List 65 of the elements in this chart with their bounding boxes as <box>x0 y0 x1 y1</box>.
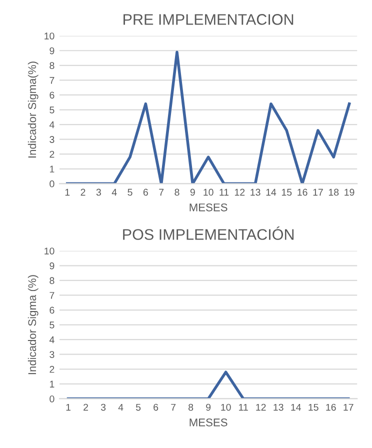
y-tick-label: 6 <box>50 306 54 314</box>
y-tick-label: 2 <box>50 150 54 158</box>
x-tick-label: 19 <box>344 188 354 196</box>
y-tick-label: 8 <box>50 277 54 284</box>
x-tick-label: 11 <box>220 188 229 196</box>
x-tick-label: 4 <box>118 404 124 411</box>
y-tick-label: 3 <box>50 351 54 358</box>
y-tick-label: 1 <box>50 166 54 172</box>
y-tick-label: 10 <box>44 32 54 40</box>
y-tick-label: 4 <box>49 336 54 344</box>
y-tick-label: 5 <box>50 322 54 328</box>
x-tick-label: 2 <box>80 188 86 196</box>
x-tick-label: 1 <box>65 188 70 196</box>
y-tick-label: 6 <box>50 92 54 99</box>
y-tick-label: 5 <box>50 106 54 114</box>
x-tick-label: 17 <box>344 404 354 411</box>
y-axis-title: Indicador Sigma (%) <box>28 275 38 374</box>
chart-title: POS IMPLEMENTACIÓN <box>123 226 294 240</box>
x-tick-label: 14 <box>266 188 276 196</box>
y-tick-label: 7 <box>50 77 54 84</box>
x-tick-label: 2 <box>84 404 88 411</box>
x-tick-label: 6 <box>143 188 148 196</box>
x-tick-label: 12 <box>234 188 245 196</box>
x-tick-label: 13 <box>250 188 260 196</box>
y-tick-label: 8 <box>50 62 54 70</box>
y-tick-label: 2 <box>50 366 54 373</box>
chart-title: PRE IMPLEMENTACION <box>124 14 294 25</box>
x-tick-label: 16 <box>298 188 308 196</box>
x-tick-label: 14 <box>291 404 301 411</box>
x-tick-label: 9 <box>206 404 211 411</box>
line-series <box>66 50 351 184</box>
y-tick-label: 7 <box>50 292 54 299</box>
y-tick-label: 10 <box>44 248 54 254</box>
x-tick-label: 3 <box>100 404 106 411</box>
x-tick-label: 5 <box>136 404 141 411</box>
x-tick-label: 16 <box>326 404 336 411</box>
y-axis-title: Indicador Sigma(%) <box>28 62 38 158</box>
y-tick-label: 0 <box>50 395 54 402</box>
x-tick-label: 17 <box>313 188 323 196</box>
x-tick-label: 1 <box>66 404 70 411</box>
x-axis-title: MESES <box>190 203 228 212</box>
x-tick-label: 7 <box>159 188 164 196</box>
y-tick-label: 1 <box>50 380 54 388</box>
x-tick-label: 8 <box>174 188 180 196</box>
x-tick-label: 5 <box>128 188 132 196</box>
x-tick-label: 15 <box>282 188 292 196</box>
x-tick-label: 9 <box>190 188 195 196</box>
x-tick-label: 13 <box>274 404 284 411</box>
x-axis-title: MESES <box>190 418 228 426</box>
x-tick-label: 11 <box>239 404 248 411</box>
x-tick-label: 10 <box>221 404 231 411</box>
x-tick-label: 6 <box>154 404 158 411</box>
x-tick-label: 8 <box>188 404 194 411</box>
x-tick-label: 4 <box>112 188 117 196</box>
y-tick-label: 4 <box>49 121 54 128</box>
y-tick-label: 0 <box>50 180 54 188</box>
x-tick-label: 10 <box>204 188 214 196</box>
x-tick-label: 3 <box>96 188 101 196</box>
x-tick-label: 12 <box>256 404 266 411</box>
y-tick-label: 9 <box>50 262 54 270</box>
x-tick-label: 7 <box>171 404 176 411</box>
x-tick-label: 18 <box>328 188 339 196</box>
y-tick-label: 3 <box>50 136 54 143</box>
y-tick-label: 9 <box>50 47 54 54</box>
x-tick-label: 15 <box>308 404 318 411</box>
